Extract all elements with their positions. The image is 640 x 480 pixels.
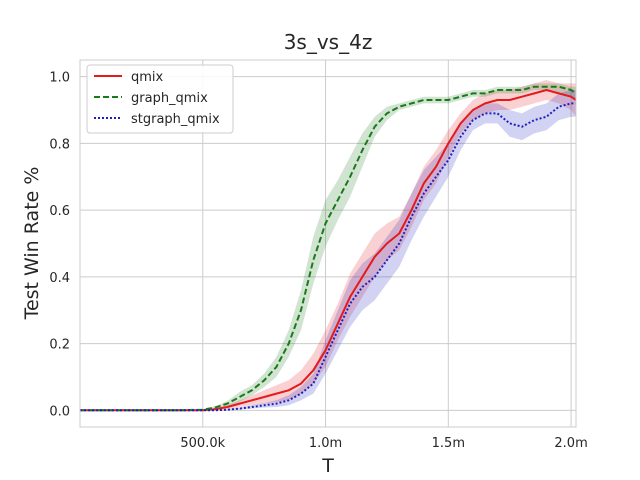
- y-tick-labels: 0.0 0.2 0.4 0.6 0.8 1.0: [49, 71, 70, 420]
- y-tick-label: 0.0: [49, 404, 70, 419]
- legend-items: qmix graph_qmix stgraph_qmix: [94, 70, 220, 127]
- legend-label: qmix: [131, 70, 164, 85]
- series-lines: [80, 85, 577, 412]
- x-axis-label: T: [321, 455, 334, 477]
- x-tick-label: 1.5m: [432, 436, 465, 451]
- legend: qmix graph_qmix stgraph_qmix: [86, 64, 234, 134]
- legend-box: [86, 64, 234, 134]
- y-tick-label: 1.0: [49, 71, 70, 86]
- x-tick-label: 2.0m: [554, 436, 587, 451]
- series-line-graph_qmix: [80, 85, 577, 412]
- y-tick-label: 0.4: [49, 271, 70, 286]
- plot-area: [79, 59, 577, 428]
- chart-title: 3s_vs_4z: [284, 30, 373, 54]
- legend-label: stgraph_qmix: [131, 112, 220, 127]
- x-tick-label: 1.0m: [309, 436, 342, 451]
- x-tick-label: 500.0k: [180, 436, 225, 451]
- y-tick-label: 0.6: [49, 204, 70, 219]
- y-axis-label: Test Win Rate %: [21, 167, 43, 321]
- legend-label: graph_qmix: [131, 91, 208, 106]
- series-line-qmix: [80, 89, 577, 412]
- y-tick-label: 0.8: [49, 137, 70, 152]
- y-tick-label: 0.2: [49, 338, 70, 353]
- plot-border: [79, 59, 577, 428]
- x-tick-labels: 500.0k 1.0m 1.5m 2.0m: [180, 436, 587, 451]
- series-line-stgraph_qmix: [80, 102, 576, 412]
